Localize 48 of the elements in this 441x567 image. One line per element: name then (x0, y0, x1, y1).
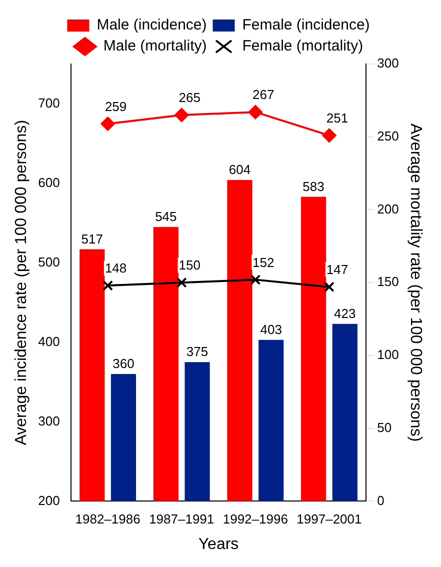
point (174, 108, 189, 122)
legend-label: Female (mortality) (242, 38, 364, 55)
x-tick-label: 1982–1986 (75, 512, 140, 527)
data-label: 360 (112, 356, 134, 372)
point (248, 105, 262, 120)
legend-label: Male (incidence) (96, 16, 207, 34)
data-label: 403 (260, 322, 282, 337)
y2-tick-label: 250 (377, 128, 399, 144)
x-axis-title: Years (198, 536, 239, 553)
legend-label: Female (incidence) (242, 16, 370, 34)
y2-tick-label: 300 (377, 56, 399, 71)
data-label: 583 (302, 178, 324, 194)
point (322, 128, 336, 142)
legend-label: Male (mortality) (103, 38, 207, 55)
y2-axis-title: Average mortality rate (per 100 000 persons) (406, 124, 424, 442)
point (176, 277, 187, 288)
y2-tick-label: 200 (377, 201, 399, 216)
data-label: 251 (326, 110, 348, 126)
y2-tick-label: 150 (377, 274, 399, 290)
data-label: 375 (186, 344, 208, 360)
data-label: 267 (252, 87, 274, 102)
x-tick-label: 1997–2001 (296, 512, 362, 527)
data-label: 152 (252, 254, 274, 270)
data-label: 259 (104, 98, 127, 114)
x-tick-label: 1992–1996 (222, 512, 288, 527)
data-label: 148 (104, 260, 127, 276)
y2-tick-label: 100 (377, 347, 399, 362)
y2-tick-label: 0 (377, 492, 384, 508)
y-tick-label: 700 (38, 95, 60, 110)
data-label: 545 (155, 209, 177, 224)
data-label: 517 (81, 231, 103, 246)
y-tick-label: 200 (38, 492, 60, 508)
y-tick-label: 400 (38, 334, 60, 349)
data-label: 265 (178, 90, 200, 106)
y2-tick-label: 50 (377, 420, 392, 435)
point (102, 280, 114, 291)
data-label: 147 (326, 262, 348, 278)
y-tick-label: 500 (38, 254, 60, 270)
y-axis-title: Average incidence rate (per 100 000 persons) (13, 120, 30, 446)
point (250, 274, 261, 285)
data-label: 604 (228, 162, 251, 178)
data-label: 150 (178, 258, 200, 273)
y-tick-label: 600 (38, 174, 60, 190)
point (324, 282, 334, 292)
x-tick-label: 1987–1991 (149, 512, 214, 527)
y-tick-label: 300 (38, 413, 60, 428)
data-label: 423 (334, 306, 356, 322)
point (100, 116, 115, 131)
